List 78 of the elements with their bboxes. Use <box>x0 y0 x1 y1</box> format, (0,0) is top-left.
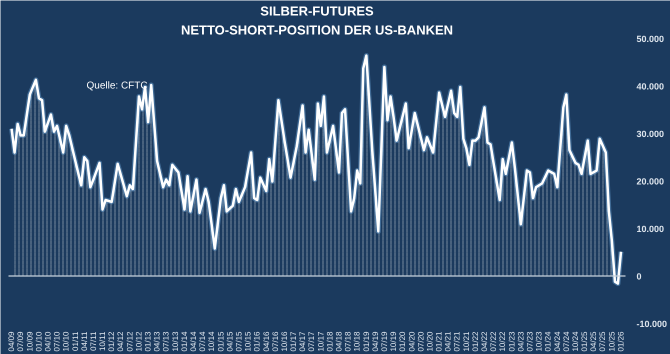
x-tick-label: 07/11 <box>88 330 98 351</box>
x-tick-label: 07/17 <box>307 330 316 352</box>
x-tick-label: 10/20 <box>425 330 434 352</box>
x-tick-label: 01/19 <box>362 330 371 352</box>
y-tick-label: 40.000 <box>636 82 664 92</box>
x-tick-label: 07/13 <box>162 330 171 352</box>
x-tick-label: 01/20 <box>398 330 408 352</box>
x-tick-label: 10/23 <box>534 330 544 352</box>
x-tick-label: 07/24 <box>562 330 571 352</box>
x-tick-label: 01/10 <box>34 330 44 352</box>
chart-subtitle: NETTO-SHORT-POSITION DER US-BANKEN <box>180 22 454 38</box>
x-tick-label: 10/24 <box>571 330 580 352</box>
x-tick-label: 01/16 <box>252 330 262 352</box>
x-tick-label: 10/10 <box>62 330 71 352</box>
y-tick-label: 30.000 <box>636 129 664 139</box>
x-tick-label: 01/26 <box>616 330 626 352</box>
x-tick-label: 07/16 <box>270 330 280 352</box>
x-tick-label: 04/23 <box>516 330 526 352</box>
x-tick-label: 01/14 <box>180 330 189 352</box>
x-tick-label: 04/13 <box>152 330 162 352</box>
x-tick-label: 10/19 <box>389 330 398 352</box>
x-tick-label: 01/17 <box>289 330 298 352</box>
x-tick-label: 01/23 <box>507 330 516 352</box>
x-tick-label: 10/21 <box>462 330 471 352</box>
x-tick-label: 07/15 <box>234 330 244 352</box>
x-tick-label: 10/13 <box>170 330 180 352</box>
x-tick-label: 07/25 <box>598 330 608 352</box>
x-tick-label: 07/14 <box>198 330 208 352</box>
x-tick-label: 04/21 <box>444 330 453 352</box>
y-tick-label: 50.000 <box>636 34 664 44</box>
x-tick-label: 10/11 <box>98 330 108 351</box>
x-tick-label: 07/19 <box>380 330 389 352</box>
x-tick-label: 01/24 <box>544 330 553 352</box>
x-tick-label: 10/17 <box>316 330 326 352</box>
x-tick-label: 04/09 <box>7 330 16 352</box>
x-tick-label: 01/13 <box>144 330 153 352</box>
x-tick-label: 01/12 <box>107 330 116 352</box>
x-tick-label: 04/17 <box>298 330 308 352</box>
x-tick-label: 07/10 <box>52 330 62 352</box>
chart-title: SILBER-FUTURES <box>260 4 374 18</box>
x-tick-label: 04/22 <box>480 330 489 352</box>
x-tick-label: 10/15 <box>244 330 253 352</box>
x-tick-label: 10/18 <box>352 330 362 352</box>
x-tick-label: 04/10 <box>43 330 52 352</box>
x-tick-label: 10/09 <box>25 330 34 352</box>
x-tick-label: 01/21 <box>434 330 444 352</box>
x-tick-label: 01/11 <box>70 330 80 351</box>
x-tick-label: 01/18 <box>325 330 334 352</box>
x-tick-label: 04/20 <box>407 330 416 352</box>
x-tick-label: 07/09 <box>16 330 26 352</box>
x-tick-label: 07/22 <box>489 330 498 352</box>
y-tick-label: 0 <box>636 272 642 282</box>
x-tick-label: 10/14 <box>207 330 216 352</box>
x-tick-label: 04/24 <box>552 330 562 352</box>
x-tick-label: 04/12 <box>116 330 126 352</box>
x-tick-label: 04/15 <box>225 330 234 352</box>
x-tick-label: 07/23 <box>525 330 534 352</box>
x-tick-label: 10/16 <box>280 330 289 352</box>
x-tick-label: 04/18 <box>334 330 344 352</box>
x-tick-label: 04/19 <box>370 330 380 352</box>
annotation: Quelle: CFTC <box>86 80 148 92</box>
x-tick-label: 07/21 <box>452 330 462 352</box>
x-tick-label: 04/16 <box>262 330 271 352</box>
x-tick-label: 07/20 <box>416 330 426 352</box>
x-tick-label: 10/25 <box>607 330 616 352</box>
x-tick-label: 10/12 <box>134 330 144 352</box>
y-tick-label: 20.000 <box>636 176 664 186</box>
x-tick-label: 04/25 <box>589 330 598 352</box>
y-tick-label: -10.000 <box>636 319 668 329</box>
x-tick-label: 04/14 <box>188 330 198 352</box>
x-tick-label: 07/18 <box>344 330 353 352</box>
x-tick-label: 10/22 <box>498 330 508 352</box>
y-tick-label: 10.000 <box>636 224 664 234</box>
x-tick-label: 01/22 <box>471 330 480 352</box>
x-tick-label: 01/15 <box>216 330 226 352</box>
x-tick-label: 07/12 <box>125 330 134 352</box>
x-tick-label: 04/11 <box>80 330 89 351</box>
x-tick-label: 01/25 <box>580 330 590 352</box>
